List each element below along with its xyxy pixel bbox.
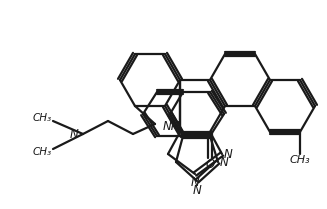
Text: NH: NH bbox=[163, 121, 181, 134]
Text: O: O bbox=[205, 158, 215, 172]
Text: N: N bbox=[193, 184, 201, 196]
Text: N: N bbox=[191, 176, 199, 190]
Text: N: N bbox=[224, 149, 232, 162]
Text: CH₃: CH₃ bbox=[290, 155, 310, 165]
Text: N: N bbox=[70, 129, 78, 141]
Text: N: N bbox=[220, 157, 228, 169]
Text: CH₃: CH₃ bbox=[32, 147, 52, 157]
Text: CH₃: CH₃ bbox=[32, 113, 52, 123]
